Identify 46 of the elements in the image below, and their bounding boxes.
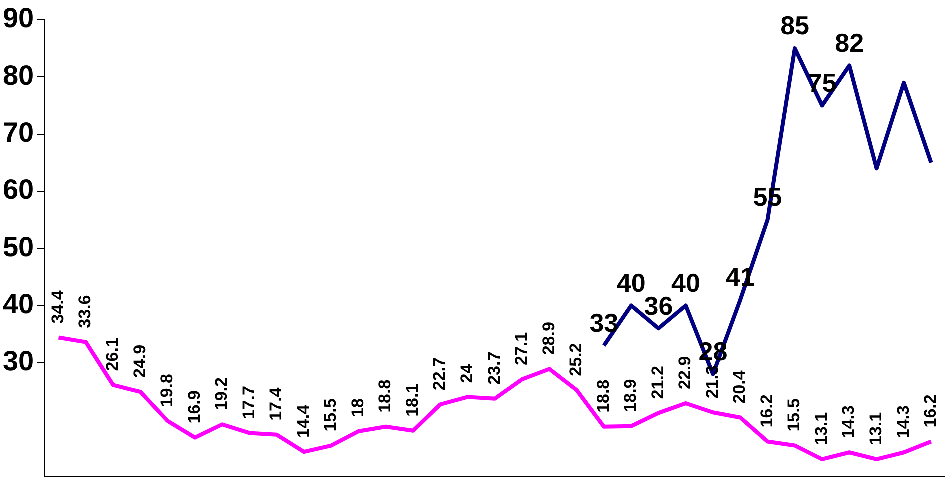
data-label: 13.1 [812,412,831,446]
data-label: 15.5 [321,398,340,432]
data-label: 34.4 [48,290,68,324]
data-label: 82 [835,28,864,58]
data-label: 26.1 [103,338,122,372]
data-label: 18.8 [376,380,395,413]
data-label: 17.7 [239,386,258,420]
data-label: 16.2 [757,394,776,428]
data-label: 17.4 [266,387,286,421]
data-label: 19.2 [212,378,232,411]
data-label: 40 [671,268,700,298]
data-label: 22.9 [676,356,695,390]
data-label: 22.7 [430,358,450,391]
data-label: 16.9 [184,390,204,424]
data-label: 24 [457,364,476,384]
y-tick-label: 90 [2,2,34,34]
data-label: 20.4 [730,370,750,404]
data-label: 18.1 [402,384,422,417]
data-label: 18.8 [594,380,613,413]
y-tick-label: 80 [2,60,34,91]
data-label: 21.3 [702,366,722,399]
data-label: 21.2 [648,366,668,400]
data-label: 27.1 [512,332,532,366]
data-label: 14.3 [839,406,858,439]
data-label: 36 [644,290,674,321]
data-label: 28.9 [539,322,558,356]
data-label: 19.8 [158,374,177,408]
data-label: 33 [590,308,619,338]
data-label: 18 [348,398,368,418]
data-label: 85 [780,10,810,41]
y-tick-label: 40 [2,288,34,320]
data-label: 14.3 [894,406,913,439]
y-tick-label: 50 [2,231,34,262]
data-label: 40 [616,268,646,298]
data-label: 23.7 [484,352,504,385]
data-label: 14.4 [294,404,313,438]
data-label: 33.6 [76,295,95,328]
y-tick-label: 30 [2,346,34,377]
data-label: 25.2 [566,343,586,376]
data-label: 13.1 [866,412,886,446]
data-label: 16.2 [921,394,940,428]
data-label: 15.5 [784,398,804,432]
y-tick-label: 70 [2,117,34,148]
data-label: 24.9 [130,344,150,378]
y-tick-label: 60 [2,174,34,206]
data-label: 18.9 [621,379,640,412]
